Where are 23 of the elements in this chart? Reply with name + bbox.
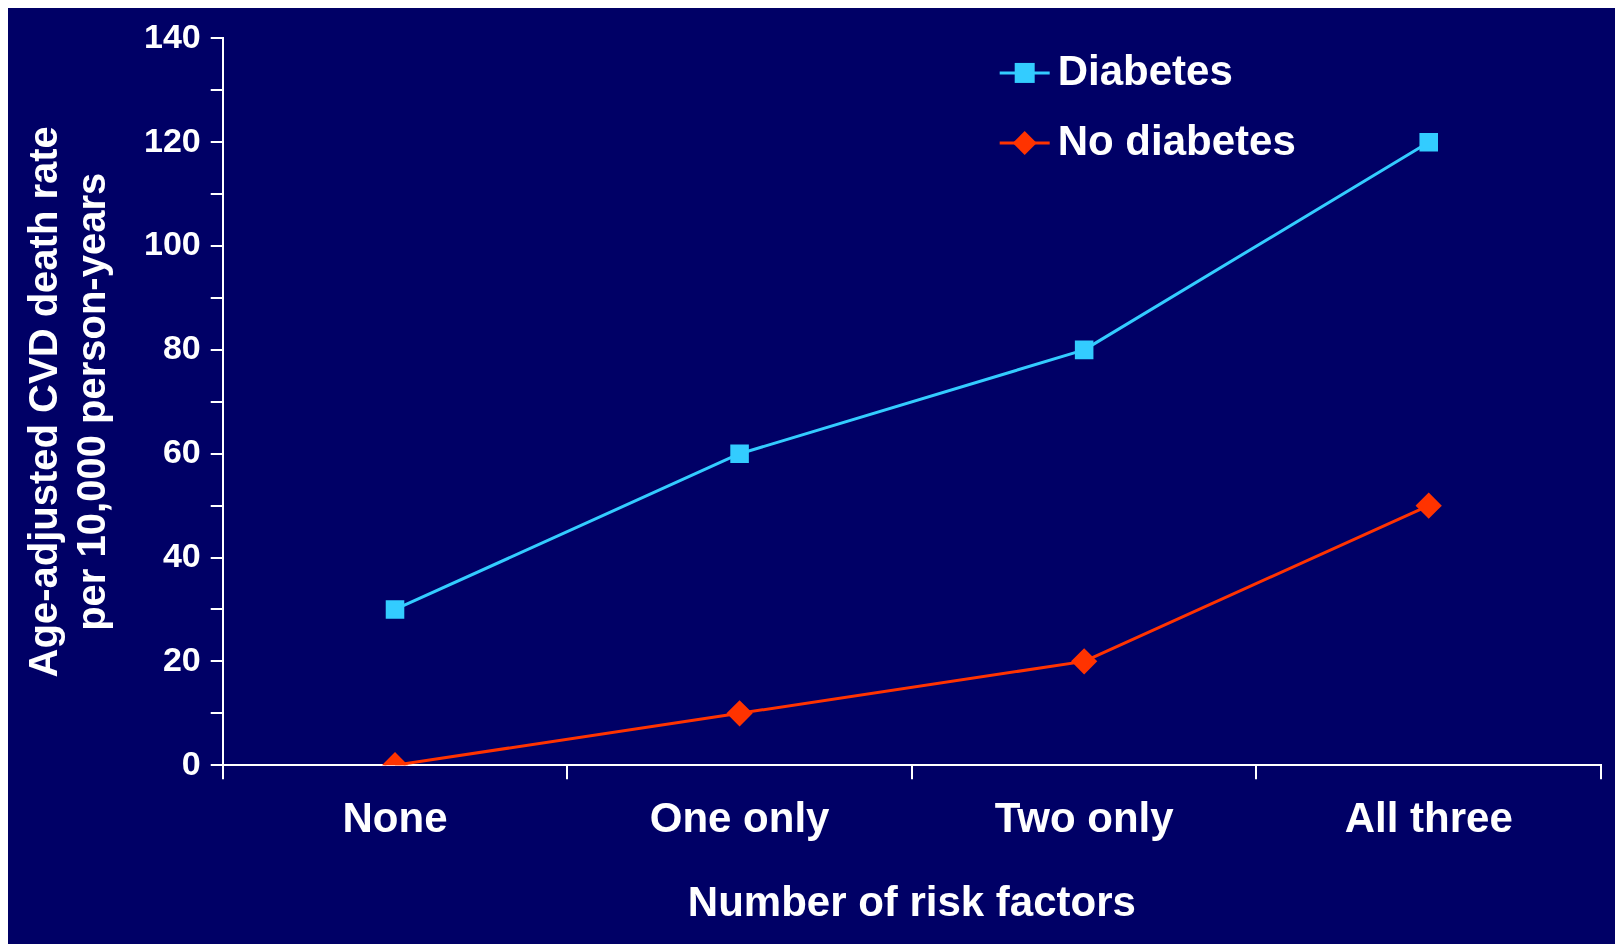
- legend-label: No diabetes: [1057, 116, 1296, 164]
- y-tick-label: 0: [181, 743, 201, 782]
- point: [1419, 132, 1438, 152]
- y-tick-label: 60: [162, 432, 201, 471]
- y-tick-label: 40: [162, 535, 201, 574]
- point: [727, 700, 753, 726]
- point: [385, 600, 405, 619]
- x-tick-label: All three: [1344, 793, 1513, 841]
- y-tick-label: 80: [162, 328, 201, 367]
- point: [1416, 493, 1442, 519]
- x-axis-title: Number of risk factors: [687, 878, 1136, 926]
- y-tick-label: 140: [143, 16, 201, 55]
- x-tick-label: One only: [649, 793, 831, 841]
- y-tick-label: 20: [162, 639, 201, 678]
- y-tick-label: 100: [143, 224, 201, 263]
- y-tick-label: 120: [143, 120, 201, 159]
- x-tick-label: Two only: [994, 793, 1175, 841]
- legend-label: Diabetes: [1057, 46, 1233, 94]
- point: [1074, 340, 1094, 360]
- y-axis-title: Age-adjusted CVD death rate per 10,000 person-years: [21, 126, 114, 678]
- point: [730, 444, 749, 463]
- x-tick-label: None: [342, 793, 448, 841]
- point: [1071, 648, 1097, 674]
